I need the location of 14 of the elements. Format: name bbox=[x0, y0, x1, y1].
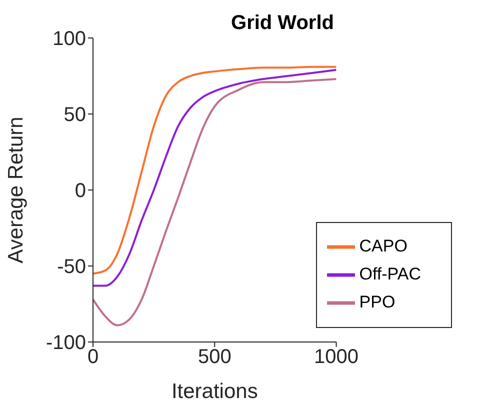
y-tick-label: 0 bbox=[74, 180, 86, 202]
legend-label: PPO bbox=[359, 292, 396, 312]
chart-title: Grid World bbox=[230, 12, 335, 35]
line-series bbox=[93, 78, 336, 326]
y-axis-title: Average Return bbox=[4, 116, 28, 264]
y-tick-label: -100 bbox=[46, 332, 86, 354]
x-tick-label: 500 bbox=[198, 346, 232, 368]
legend-label: Off-PAC bbox=[359, 264, 421, 284]
x-axis-title: Iterations bbox=[171, 380, 258, 403]
y-tick-label: 50 bbox=[64, 104, 86, 126]
y-tick-label: 100 bbox=[52, 28, 86, 50]
legend-label: CAPO bbox=[359, 236, 408, 256]
y-tick-label: -50 bbox=[57, 256, 86, 278]
x-tick-label: 1000 bbox=[314, 346, 359, 368]
